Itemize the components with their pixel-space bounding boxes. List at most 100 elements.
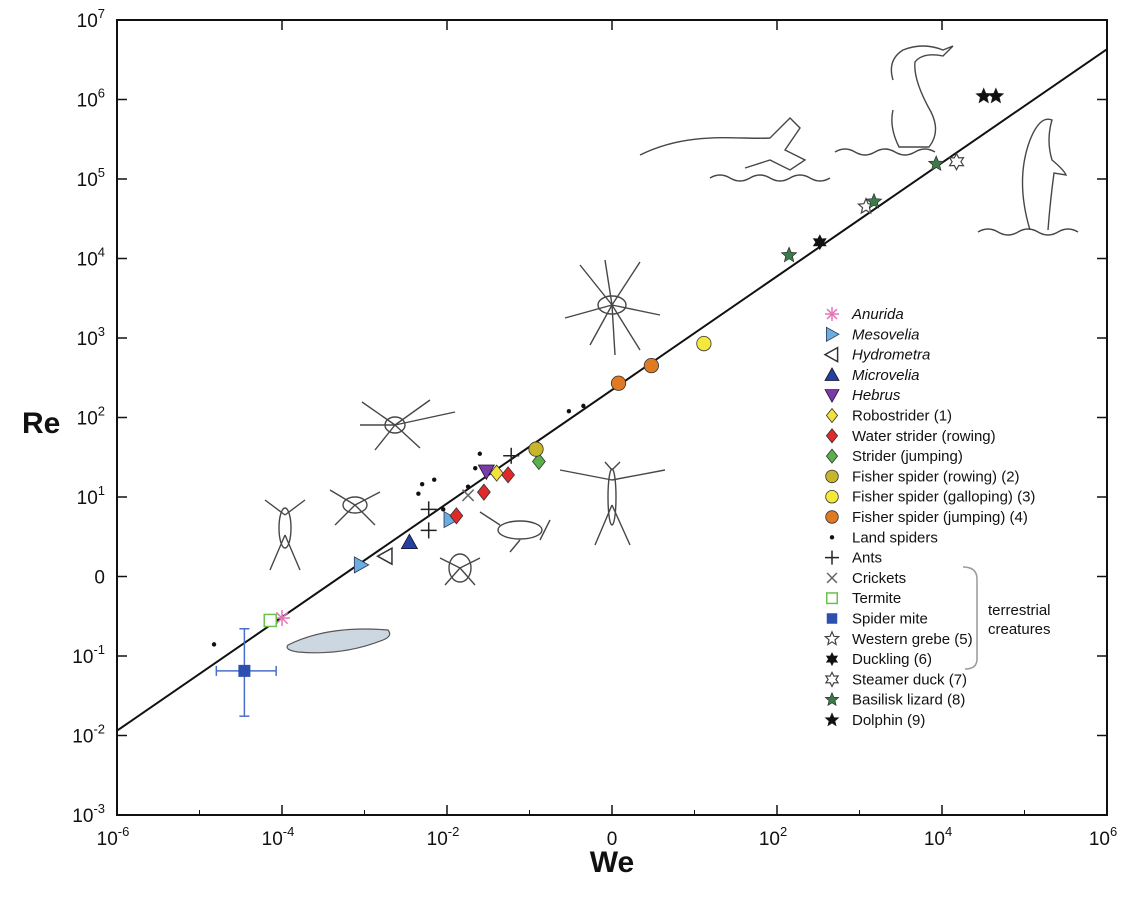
star-shape [975,87,993,104]
fit-line [116,48,1108,732]
data-point [476,483,491,501]
star-shape [780,246,798,263]
legend-item: Fisher spider (rowing) (2) [825,468,1020,485]
basilisk-lizard-sketch [639,117,831,182]
data-point [696,336,712,352]
triangle-shape [477,464,496,481]
legend-item: Strider (jumping) [825,448,963,465]
legend-label: Dolphin (9) [852,712,925,729]
legend-label: Fisher spider (galloping) (3) [852,489,1035,506]
legend-marker [823,630,841,646]
legend-marker [825,550,839,565]
legend-label: Land spiders [852,529,938,546]
legend-marker [825,448,839,464]
x-tick-label: 104 [924,824,952,850]
circle-shape [825,469,839,484]
cross-stroke [461,489,475,502]
terrestrial-bracket [962,566,978,670]
data-point [419,481,425,487]
legend-marker [824,691,840,707]
legend-marker [825,307,839,321]
legend-item: Water strider (rowing) [825,428,996,445]
legend-marker [825,490,839,504]
data-point [420,501,437,518]
dot-shape [419,481,425,487]
data-point [473,466,478,471]
data-point [528,441,544,457]
data-point [501,466,515,484]
legend-label: Robostrider (1) [852,408,952,425]
diamond-shape [449,507,464,525]
data-point [643,357,659,374]
y-tick-label: 101 [77,483,105,509]
star-shape [824,691,840,707]
data-point [975,87,993,104]
terrestrial-label-line2: creatures [988,621,1051,638]
legend-item: Fisher spider (galloping) (3) [825,489,1035,506]
y-tick-label: 102 [77,404,105,430]
data-point [211,642,217,647]
star-shape [824,671,840,688]
legend-marker [825,407,839,424]
legend-label: Water strider (rowing) [852,428,996,445]
legend-item: Robostrider (1) [825,407,952,425]
dot-shape [829,535,835,540]
fisher-spider-sketch [564,259,661,356]
legend-item: Basilisk lizard (8) [824,691,965,709]
y-tick-label: 104 [77,245,105,271]
data-point [610,375,627,391]
data-point [441,507,446,512]
triangle-shape [376,546,393,566]
data-point [432,477,437,482]
legend-marker [826,592,838,605]
legend-item: Anurida [825,306,904,323]
axis-ticks [116,19,1108,816]
data-point [376,546,393,566]
data-point [465,484,471,489]
legend-marker [825,469,839,484]
legend-marker [824,367,840,381]
data-point [461,489,475,502]
triangle-shape [824,389,840,404]
y-tick-label: 107 [77,6,105,32]
circle-shape [696,336,712,352]
x-tick-label: 10-2 [427,824,460,850]
dot-shape [566,409,572,414]
legend-item: Crickets [826,570,906,587]
data-point [489,464,504,482]
legend-marker [824,671,840,688]
triangle-shape [826,326,840,342]
legend-item: Western grebe (5) [823,630,973,648]
data-point [780,246,798,263]
legend-item: Land spiders [829,529,938,546]
y-tick-label: 105 [77,165,105,191]
data-point [566,409,572,414]
diamond-shape [825,407,839,424]
legend-marker [823,346,839,363]
grebe-sketch [834,45,954,156]
legend-label: Hydrometra [852,347,930,364]
data-point [263,613,277,628]
triangle-shape [353,556,370,574]
dot-shape [465,484,471,489]
circle-shape [825,510,839,524]
legend-label: Fisher spider (jumping) (4) [852,509,1028,526]
dot-shape [432,477,437,482]
legend-label: Fisher spider (rowing) (2) [852,468,1020,485]
terrestrial-label-line1: terrestrial [988,602,1051,619]
dot-shape [211,642,217,647]
x-axis-title: We [590,846,634,879]
diamond-shape [476,483,491,501]
legend-label: Spider mite [852,611,928,628]
legend-label: Strider (jumping) [852,448,963,465]
data-point [477,464,496,481]
axis-tick-labels: 10-6 10-4 10-2 0 102 104 106 10-3 10-2 10-1 0 101 10… [72,6,1117,850]
circle-shape [825,490,839,504]
y-tick-label: 10-2 [72,722,105,748]
legend-label: Basilisk lizard (8) [852,692,965,709]
legend-label: Steamer duck (7) [852,671,967,688]
legend-item: Ants [825,550,882,567]
dot-shape [581,403,586,409]
legend-marker [826,613,838,624]
data-point [987,87,1005,104]
